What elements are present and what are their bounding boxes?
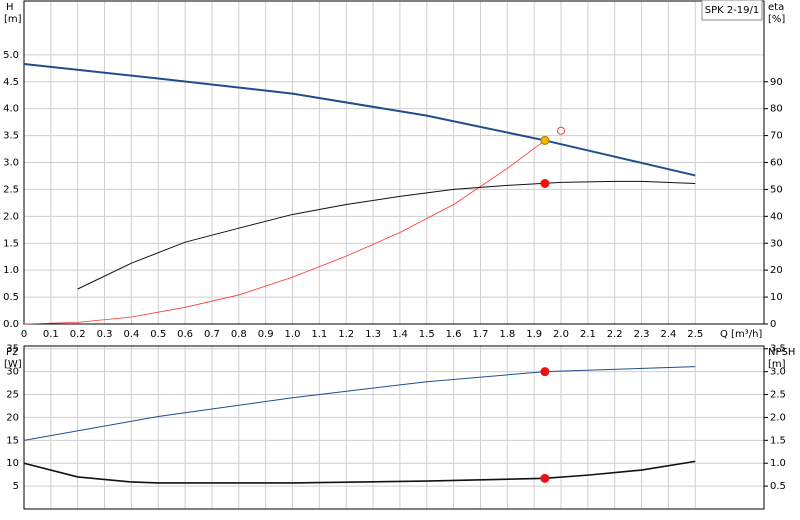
y2-tick-label: 60 — [770, 158, 783, 169]
y-tick-label: 4.5 — [3, 77, 19, 88]
y2-tick-label: 1.5 — [770, 435, 786, 446]
y2-tick-label: 80 — [770, 104, 783, 115]
y-tick-label: 30 — [6, 367, 19, 378]
legend-box — [701, 0, 763, 21]
duty-point — [540, 473, 550, 483]
duty-point — [540, 367, 550, 377]
y-tick-label: 5 — [13, 481, 19, 492]
y2-tick-label: 70 — [770, 131, 783, 142]
curve — [77, 180, 696, 290]
y2-tick-label: 3.5 — [770, 344, 786, 355]
x-tick-label: 0.1 — [43, 329, 59, 340]
y-axis-label: P2 — [6, 347, 18, 358]
y-tick-label: 0.5 — [3, 292, 19, 303]
y2-axis-unit: [%] — [768, 14, 785, 25]
y-tick-label: 2.0 — [3, 211, 19, 222]
x-tick-label: 1.5 — [419, 329, 435, 340]
y-tick-label: 10 — [6, 458, 19, 469]
y-tick-label: 3.0 — [3, 158, 19, 169]
x-tick-label: 2.2 — [607, 329, 623, 340]
y2-tick-label: 3.0 — [770, 367, 786, 378]
x-tick-label: 1.2 — [338, 329, 354, 340]
y2-axis-label: NPSH — [768, 347, 795, 358]
y2-tick-label: 1.0 — [770, 458, 786, 469]
curve — [23, 62, 696, 177]
legend-text: SPK 2-19/1 — [705, 5, 760, 16]
y-axis-label: H — [6, 2, 14, 13]
x-tick-label: 1.6 — [446, 329, 462, 340]
y2-tick-label: 0.5 — [770, 481, 786, 492]
y-tick-label: 35 — [6, 344, 19, 355]
y-tick-label: 1.5 — [3, 238, 19, 249]
y2-tick-label: 50 — [770, 184, 783, 195]
duty-point — [540, 135, 550, 145]
y2-axis-unit: [m] — [768, 359, 786, 370]
y-tick-label: 0.0 — [3, 319, 19, 330]
x-tick-label: 0.8 — [231, 329, 247, 340]
y-axis-unit: [m] — [4, 14, 22, 25]
x-tick-label: 1.4 — [392, 329, 408, 340]
y-tick-label: 2.5 — [3, 184, 19, 195]
x-tick-label: 0.6 — [177, 329, 193, 340]
x-tick-label: 0.5 — [150, 329, 166, 340]
x-tick-label: 1.7 — [473, 329, 489, 340]
x-tick-label: 2.5 — [687, 329, 703, 340]
x-tick-label: 0.4 — [123, 329, 139, 340]
x-tick-label: 1.9 — [526, 329, 542, 340]
y2-axis-label: eta — [768, 2, 784, 13]
x-axis-label: Q [m³/h] — [720, 329, 762, 340]
x-tick-label: 0.9 — [258, 329, 274, 340]
y2-tick-label: 30 — [770, 238, 783, 249]
x-tick-label: 0.7 — [204, 329, 220, 340]
y2-tick-label: 20 — [770, 265, 783, 276]
y-tick-label: 3.5 — [3, 131, 19, 142]
x-tick-label: 0.2 — [70, 329, 86, 340]
y2-tick-label: 40 — [770, 211, 783, 222]
x-tick-label: 1.8 — [499, 329, 515, 340]
y-tick-label: 5.0 — [3, 50, 19, 61]
y-tick-label: 1.0 — [3, 265, 19, 276]
y2-tick-label: 2.0 — [770, 412, 786, 423]
y-tick-label: 4.0 — [3, 104, 19, 115]
y-tick-label: 20 — [6, 412, 19, 423]
y2-tick-label: 90 — [770, 77, 783, 88]
x-tick-label: 1.0 — [285, 329, 301, 340]
duty-point — [540, 178, 550, 188]
x-tick-label: 0 — [21, 329, 27, 340]
x-tick-label: 2.3 — [634, 329, 650, 340]
y2-tick-label: 10 — [770, 292, 783, 303]
y-axis-unit: [W] — [4, 359, 22, 370]
curve — [23, 366, 696, 441]
x-tick-label: 2.4 — [660, 329, 676, 340]
x-tick-label: 2.0 — [553, 329, 569, 340]
x-tick-label: 1.1 — [311, 329, 327, 340]
y-tick-label: 25 — [6, 390, 19, 401]
x-tick-label: 1.3 — [365, 329, 381, 340]
x-tick-label: 2.1 — [580, 329, 596, 340]
curve — [23, 140, 546, 325]
y2-tick-label: 2.5 — [770, 390, 786, 401]
duty-point — [557, 126, 566, 135]
plot-frame — [23, 0, 765, 325]
x-tick-label: 0.3 — [97, 329, 113, 340]
curve — [23, 460, 696, 484]
plot-frame — [23, 345, 765, 510]
y2-tick-label: 0 — [770, 319, 776, 330]
y-tick-label: 15 — [6, 435, 19, 446]
